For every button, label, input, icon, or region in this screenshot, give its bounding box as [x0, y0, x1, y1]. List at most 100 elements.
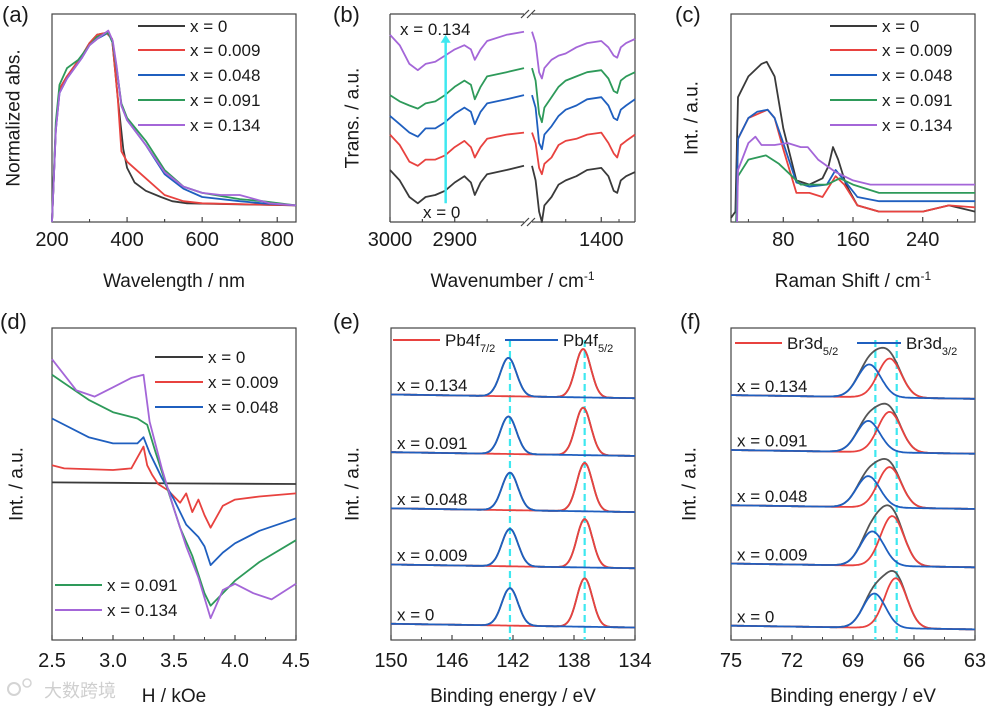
series-line — [735, 108, 976, 223]
x-tick-label: 63 — [964, 650, 986, 672]
spectrum-label: x = 0.091 — [737, 432, 807, 451]
legend-label: x = 0.091 — [190, 91, 260, 110]
x-axis-title-sup: -1 — [584, 269, 595, 283]
legend-label: x = 0 — [208, 348, 245, 367]
y-axis-title: Int. / a.u. — [680, 447, 701, 521]
axis-frame — [51, 13, 297, 223]
series-line-right — [531, 67, 636, 124]
panel-b: 3000 2900 1400 Wavenumber / cm-1 Trans. / a.… — [343, 9, 636, 292]
legend-label: Br3d5/2 — [787, 334, 838, 358]
x-tick-label: 69 — [842, 650, 864, 672]
legend-label: x = 0 — [882, 17, 919, 36]
y-axis-title: Normalized abs. — [4, 49, 25, 186]
panel-a: 200 400 600 800 Wavelength / nm Normalized ab… — [4, 13, 297, 292]
spectrum-label: x = 0.009 — [737, 545, 807, 564]
panel-letter: (b) — [333, 2, 360, 27]
x-tick-label: 400 — [110, 229, 143, 251]
y-axis-title: Trans. / a.u. — [343, 68, 364, 169]
legend-label: x = 0.134 — [107, 601, 177, 620]
x-tick-label: 138 — [557, 650, 590, 672]
x-axis-title-sup: -1 — [921, 269, 932, 283]
axis-break-mark — [526, 217, 536, 227]
y-axis-title: Int. / a.u. — [7, 447, 28, 521]
peak-fit-line — [390, 471, 635, 513]
panel-f: 75 72 69 66 63 Binding energy / eV Int. / a.u.… — [680, 327, 986, 707]
legend-label: x = 0.048 — [882, 66, 952, 85]
legend-label: x = 0.134 — [190, 116, 260, 135]
x-tick-label: 2.5 — [38, 650, 66, 672]
axis-break-mark — [526, 9, 536, 19]
watermark: 大数跨境 — [7, 678, 116, 701]
x-tick-label: 4.5 — [282, 650, 310, 672]
series-line — [51, 29, 297, 223]
legend-label: x = 0.009 — [882, 41, 952, 60]
x-tick-label: 200 — [35, 229, 68, 251]
x-tick-label: 2900 — [432, 229, 477, 251]
legend-label: x = 0.009 — [190, 41, 260, 60]
x-tick-label: 142 — [496, 650, 529, 672]
x-axis-title-text: H / kOe — [142, 686, 206, 707]
spectrum-label: x = 0.134 — [737, 377, 807, 396]
x-tick-label: 3000 — [368, 229, 413, 251]
series-line — [51, 417, 297, 566]
axis-frame — [730, 327, 976, 641]
series-line-right — [531, 31, 636, 80]
series-line — [51, 481, 297, 485]
legend-label-sub: 7/2 — [480, 343, 495, 355]
legend-label: x = 0.009 — [208, 373, 278, 392]
x-axis-title-text: Binding energy / eV — [770, 686, 936, 707]
x-axis-title: Wavenumber / cm-1 — [430, 269, 594, 292]
x-tick-label: 72 — [781, 650, 803, 672]
series-line-left — [389, 30, 525, 72]
x-tick-label: 75 — [720, 650, 742, 672]
watermark-logo-icon — [22, 678, 32, 688]
x-axis-title-text: Wavenumber / cm — [430, 271, 583, 292]
spectrum-label: x = 0.048 — [397, 490, 467, 509]
peak-fit-line — [391, 356, 635, 400]
legend-label-sub: 5/2 — [598, 343, 613, 355]
series-line-right — [531, 94, 636, 151]
x-tick-label: 600 — [185, 229, 218, 251]
y-axis-title: Int. / a.u. — [343, 447, 364, 521]
legend-label: x = 0.134 — [882, 116, 952, 135]
x-tick-label: 146 — [435, 650, 468, 672]
legend-label: x = 0.048 — [208, 398, 278, 417]
legend-label-text: Br3d — [906, 334, 942, 353]
x-tick-label: 240 — [906, 229, 939, 251]
peak-fit-line — [730, 592, 975, 631]
arrow-head-icon — [440, 34, 451, 43]
x-tick-label: 80 — [772, 229, 794, 251]
legend-label-text: Pb4f — [445, 331, 480, 350]
x-axis-title: Wavelength / nm — [103, 271, 245, 292]
x-axis-title: H / kOe — [142, 686, 206, 707]
axis-break-mark — [520, 9, 530, 19]
series-line-left — [389, 164, 525, 205]
peak-fit-line — [731, 419, 975, 455]
legend-label-text: Br3d — [787, 334, 823, 353]
spectrum-label: x = 0.091 — [397, 434, 467, 453]
series-line-left — [389, 67, 525, 110]
x-tick-label: 1400 — [579, 229, 624, 251]
panel-d: 2.5 3.0 3.5 4.0 4.5 H / kOe Int. / a.u. x = 0 x … — [7, 327, 310, 707]
series-line — [735, 108, 975, 223]
series-line — [51, 445, 297, 529]
spectrum-label: x = 0 — [737, 607, 774, 626]
series-line-left — [389, 94, 525, 138]
axis-frame — [390, 327, 636, 641]
x-axis-title: Binding energy / eV — [430, 686, 596, 707]
y-axis-title: Int. / a.u. — [682, 81, 703, 155]
panel-letter: (a) — [2, 2, 29, 27]
legend-label: Pb4f7/2 — [445, 331, 495, 355]
panel-letter: (f) — [680, 309, 701, 334]
x-axis-title: Binding energy / eV — [770, 686, 936, 707]
x-axis-title-text: Raman Shift / cm — [775, 271, 921, 292]
spectrum-label: x = 0.009 — [397, 546, 467, 565]
watermark-logo-icon — [7, 682, 21, 696]
x-tick-label: 4.0 — [221, 650, 249, 672]
legend-label-sub: 3/2 — [942, 346, 957, 358]
series-line — [51, 358, 297, 620]
x-tick-label: 150 — [374, 650, 407, 672]
legend-label: Br3d3/2 — [906, 334, 957, 358]
panel-letter: (c) — [675, 2, 701, 27]
